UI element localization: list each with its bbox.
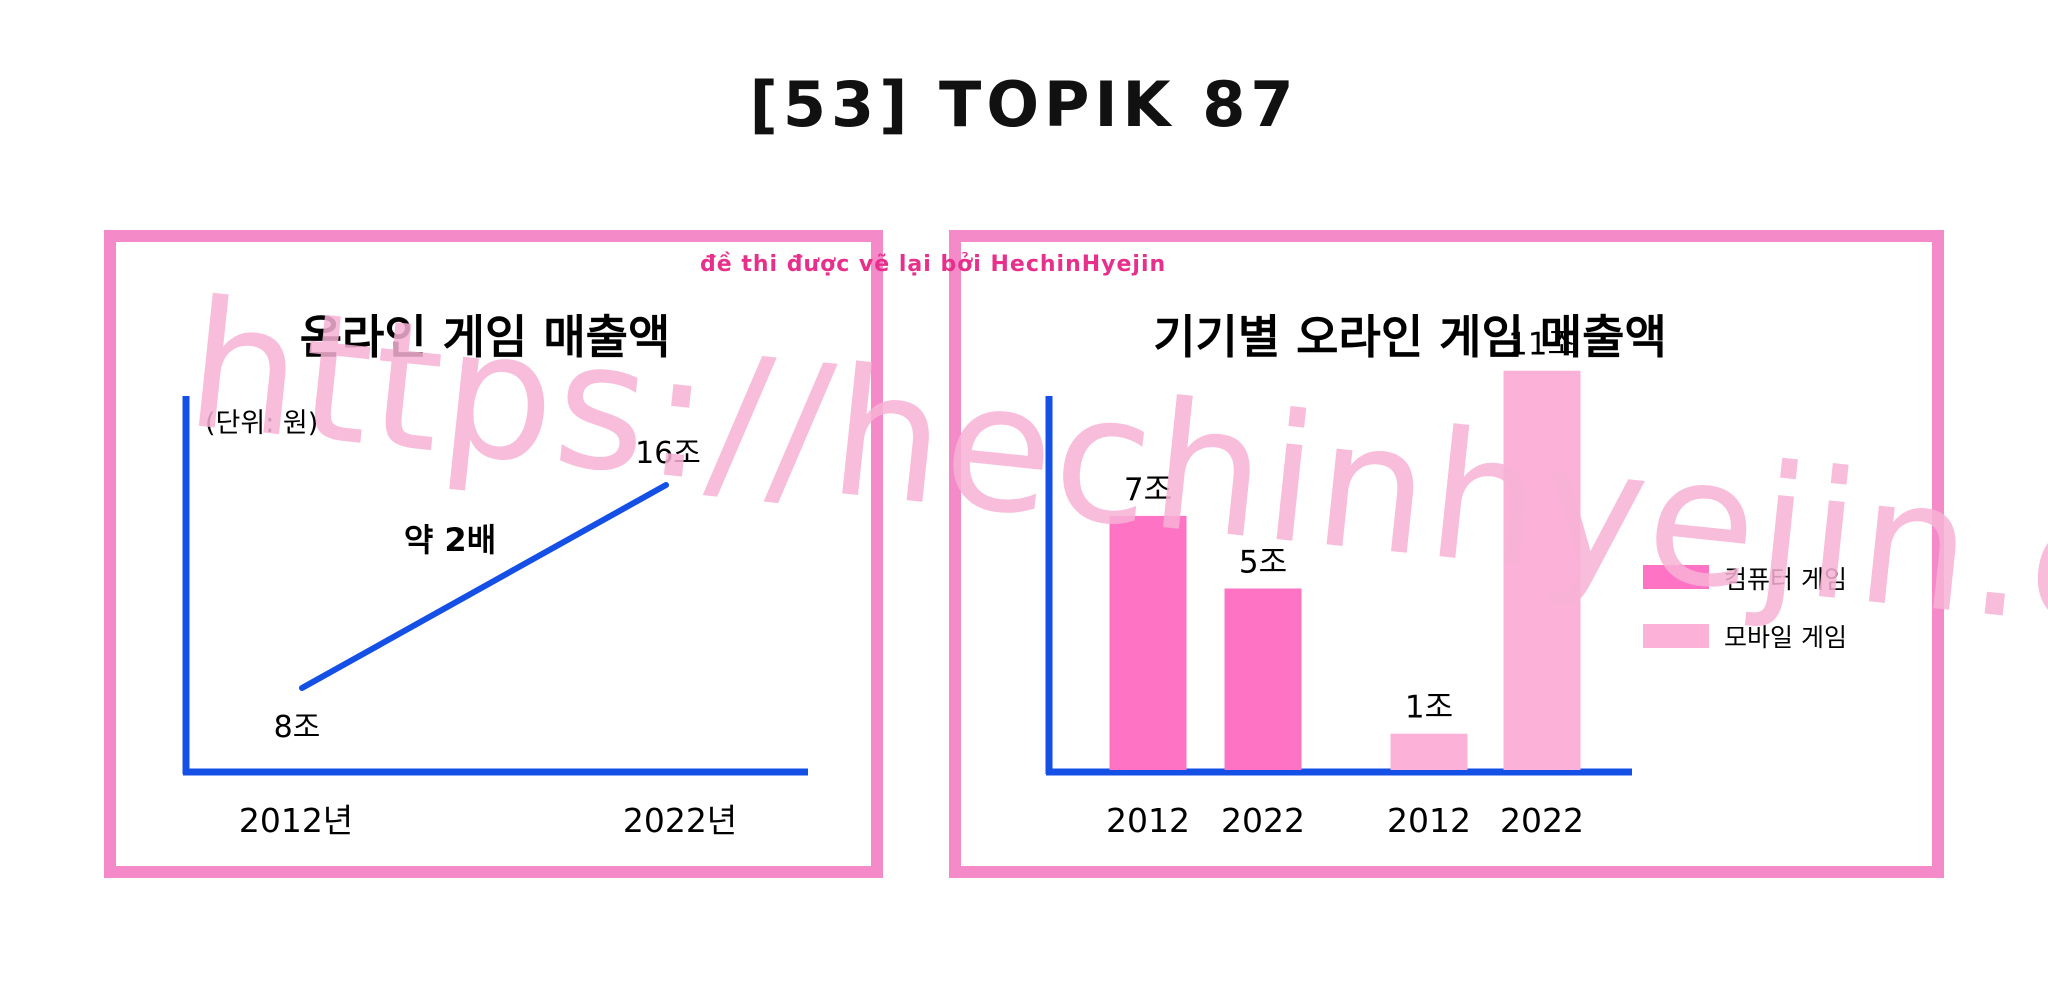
legend-swatch-computer — [1643, 565, 1709, 589]
trend-line — [299, 482, 669, 691]
legend-label-mobile: 모바일 게임 — [1724, 623, 1847, 652]
unit-label: (단위: 원) — [205, 408, 318, 439]
bar-value-label: 1조 — [1405, 690, 1453, 726]
bar-value-label: 5조 — [1239, 545, 1287, 581]
bar-computer-2012 — [1109, 515, 1187, 770]
left-line-chart: 온라인 게임 매출액 (단위: 원) 8조 16조 약 2배 2012년 202… — [182, 310, 808, 840]
bar-mobile-2012 — [1390, 733, 1468, 770]
data-label-2022: 16조 — [635, 436, 701, 471]
watermark-caption: đề thi được vẽ lại bởi HechinHyejin — [700, 252, 1167, 277]
bar-value-label: 7조 — [1124, 472, 1172, 508]
left-chart-title: 온라인 게임 매출액 — [300, 310, 671, 364]
bar-value-label: 11조 — [1508, 327, 1576, 363]
right-bar-chart: 기기별 오라인 게임 매출액 7조 2012 5조 2022 1조 2012 11조 2022… — [1045, 310, 1847, 840]
legend-swatch-mobile — [1643, 624, 1709, 648]
left-chart-frame — [104, 230, 883, 878]
data-label-2012: 8조 — [274, 710, 321, 745]
right-chart-title: 기기별 오라인 게임 매출액 — [1153, 310, 1667, 364]
x-tick-2012: 2012년 — [239, 801, 353, 840]
bars: 7조 2012 5조 2022 1조 2012 11조 2022 — [1106, 327, 1584, 840]
x-tick-label: 2022 — [1221, 801, 1305, 840]
ratio-annotation: 약 2배 — [404, 521, 496, 559]
x-tick-label: 2012 — [1106, 801, 1190, 840]
bar-mobile-2022 — [1503, 370, 1581, 770]
legend-label-computer: 컴퓨터 게임 — [1724, 565, 1847, 594]
x-tick-label: 2022 — [1500, 801, 1584, 840]
x-tick-label: 2012 — [1387, 801, 1471, 840]
bar-computer-2022 — [1224, 588, 1302, 770]
x-tick-2022: 2022년 — [623, 801, 737, 840]
right-chart-frame — [949, 230, 1944, 878]
page-title: [53] TOPIK 87 — [749, 68, 1299, 141]
